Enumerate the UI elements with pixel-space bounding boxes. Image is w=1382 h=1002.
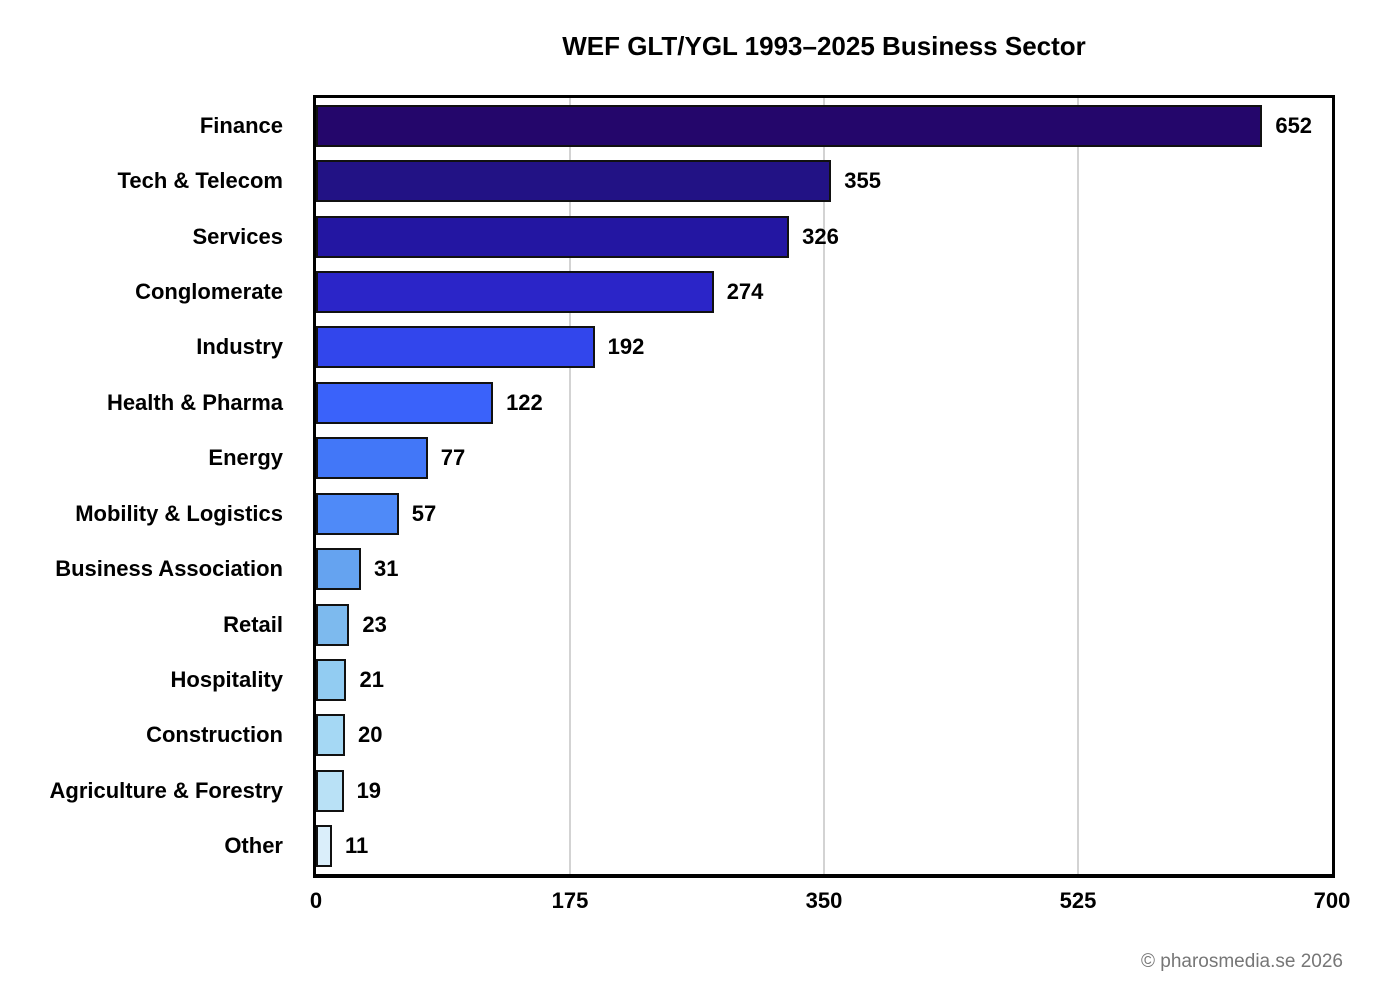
category-label: Agriculture & Forestry — [49, 777, 284, 803]
bar-agriculture-forestry — [316, 769, 344, 812]
bar-business-association — [316, 548, 361, 591]
bar-other — [316, 825, 332, 868]
bar-value-label: 23 — [362, 611, 387, 637]
category-label: Other — [224, 833, 283, 859]
x-axis-tick-labels: 0 175 350 525 700 — [0, 888, 1382, 918]
copyright-text: © pharosmedia.se 2026 — [1140, 951, 1343, 972]
plot-area: 652 355 326 274 192 122 77 57 31 23 21 20 19 11 — [313, 95, 1335, 878]
bar-retail — [316, 603, 350, 646]
bar-industry — [316, 326, 595, 369]
category-label: Business Association — [55, 556, 283, 582]
bar-value-label: 31 — [373, 556, 399, 582]
bar-mobility-logistics — [316, 492, 399, 535]
category-label: Hospitality — [170, 666, 283, 692]
category-label: Health & Pharma — [106, 389, 283, 415]
x-tick-label: 0 — [309, 888, 323, 913]
bar-construction — [316, 714, 346, 757]
bar-energy — [316, 437, 428, 480]
bar-value-label: 122 — [506, 389, 543, 415]
bar-value-label: 19 — [356, 777, 382, 803]
category-label: Tech & Telecom — [117, 168, 283, 194]
bar-value-label: 20 — [358, 722, 383, 748]
gridline — [569, 98, 571, 874]
bar-value-label: 355 — [844, 168, 881, 194]
bar-value-label: 77 — [440, 445, 466, 471]
category-label: Services — [192, 223, 283, 249]
bar-value-label: 192 — [607, 334, 645, 360]
bar-health-pharma — [316, 381, 494, 424]
category-label: Energy — [208, 445, 283, 471]
category-label: Retail — [223, 611, 283, 637]
category-label: Industry — [196, 334, 283, 360]
x-tick-label: 175 — [551, 888, 589, 913]
bar-hospitality — [316, 659, 347, 701]
bar-value-label: 274 — [726, 279, 764, 304]
category-label: Construction — [146, 722, 283, 748]
bar-value-label: 11 — [344, 833, 369, 859]
bar-value-label: 326 — [802, 223, 839, 249]
bar-conglomerate — [316, 271, 714, 313]
bar-value-label: 57 — [411, 500, 437, 526]
category-axis-labels: Finance Tech & Telecom Services Conglomerat… — [0, 98, 284, 874]
bar-services — [316, 215, 790, 258]
gridline — [1077, 98, 1079, 874]
chart-title: WEF GLT/YGL 1993–2025 Business Sector — [562, 31, 1086, 61]
gridline — [823, 98, 825, 874]
bar-value-label: 21 — [359, 667, 384, 692]
x-tick-label: 700 — [1313, 888, 1351, 913]
category-label: Conglomerate — [135, 278, 283, 304]
category-label: Mobility & Logistics — [75, 500, 283, 526]
x-tick-label: 525 — [1059, 888, 1097, 913]
x-tick-label: 350 — [805, 888, 843, 913]
bar-tech-telecom — [316, 160, 832, 203]
category-label: Finance — [199, 112, 283, 138]
bar-value-label: 652 — [1275, 112, 1313, 138]
bar-finance — [316, 104, 1263, 147]
